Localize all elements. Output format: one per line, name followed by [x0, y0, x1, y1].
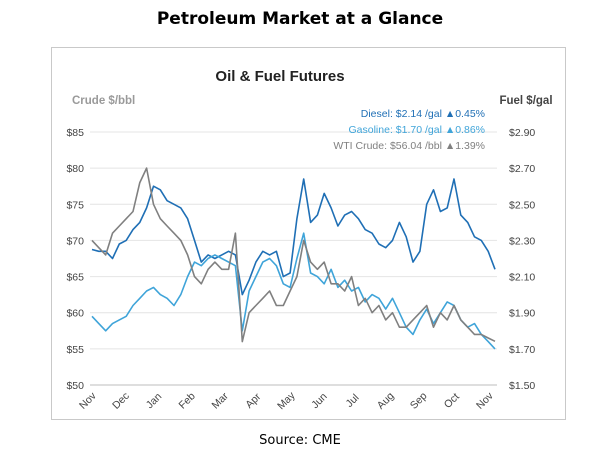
y-left-tick-label: $55 [66, 344, 84, 356]
x-tick-label: Nov [474, 390, 496, 412]
legend-entry: WTI Crude: $56.04 /bbl ▲1.39% [333, 140, 485, 152]
x-tick-label: May [275, 389, 298, 412]
y-right-tick-label: $2.70 [509, 163, 535, 175]
x-tick-label: Sep [408, 390, 430, 412]
source-note: Source: CME [259, 433, 341, 448]
series-line-wti-crude [91, 167, 496, 343]
legend-entry: Diesel: $2.14 /gal ▲0.45% [361, 108, 485, 120]
x-tick-label: Jan [144, 391, 165, 412]
x-tick-label: Dec [110, 390, 132, 412]
y-right-axis-label: Fuel $/gal [499, 95, 552, 107]
y-right-tick-label: $1.50 [509, 380, 535, 392]
x-tick-label: Mar [210, 390, 232, 412]
x-tick-label: Jul [344, 392, 362, 410]
y-left-axis-label: Crude $/bbl [72, 95, 135, 107]
x-ticks: Nov Dec Jan Feb Mar Apr May Jun Jul Aug Sep Oct Nov [77, 389, 496, 412]
y-right-tick-label: $2.90 [509, 127, 535, 139]
y-left-tick-label: $65 [66, 272, 84, 284]
y-left-tick-label: $85 [66, 127, 84, 139]
gridlines [90, 131, 497, 386]
oil-fuel-futures-chart: Oil & Fuel Futures Crude $/bbl Fuel $/ga… [66, 68, 552, 412]
chart-frame: Oil & Fuel Futures Crude $/bbl Fuel $/ga… [51, 47, 566, 420]
x-tick-label: Jun [309, 391, 330, 412]
y-right-tick-label: $2.10 [509, 272, 535, 284]
y-left-tick-label: $80 [66, 163, 84, 175]
y-right-tick-label: $2.50 [509, 199, 535, 211]
x-tick-label: Nov [77, 390, 99, 412]
chart-title: Oil & Fuel Futures [215, 68, 344, 85]
y-right-tick-label: $1.90 [509, 308, 535, 320]
y-left-ticks: $50 $55 $60 $65 $70 $75 $80 $85 [66, 127, 84, 392]
series-line-diesel [91, 178, 496, 296]
x-tick-label: Feb [176, 390, 197, 411]
y-right-tick-label: $2.30 [509, 235, 535, 247]
x-tick-label: Aug [375, 390, 397, 412]
y-left-tick-label: $50 [66, 380, 84, 392]
x-tick-label: Oct [442, 391, 462, 411]
x-tick-label: Apr [243, 391, 263, 411]
legend: Diesel: $2.14 /gal ▲0.45% Gasoline: $1.70… [333, 108, 485, 152]
legend-entry: Gasoline: $1.70 /gal ▲0.86% [349, 124, 486, 136]
y-right-tick-label: $1.70 [509, 344, 535, 356]
series-lines [91, 167, 496, 350]
y-left-tick-label: $60 [66, 308, 84, 320]
y-left-tick-label: $70 [66, 235, 84, 247]
y-right-ticks: $1.50 $1.70 $1.90 $2.10 $2.30 $2.50 $2.70 $2.90 [509, 127, 535, 392]
page-title: Petroleum Market at a Glance [156, 9, 444, 29]
y-left-tick-label: $75 [66, 199, 84, 211]
